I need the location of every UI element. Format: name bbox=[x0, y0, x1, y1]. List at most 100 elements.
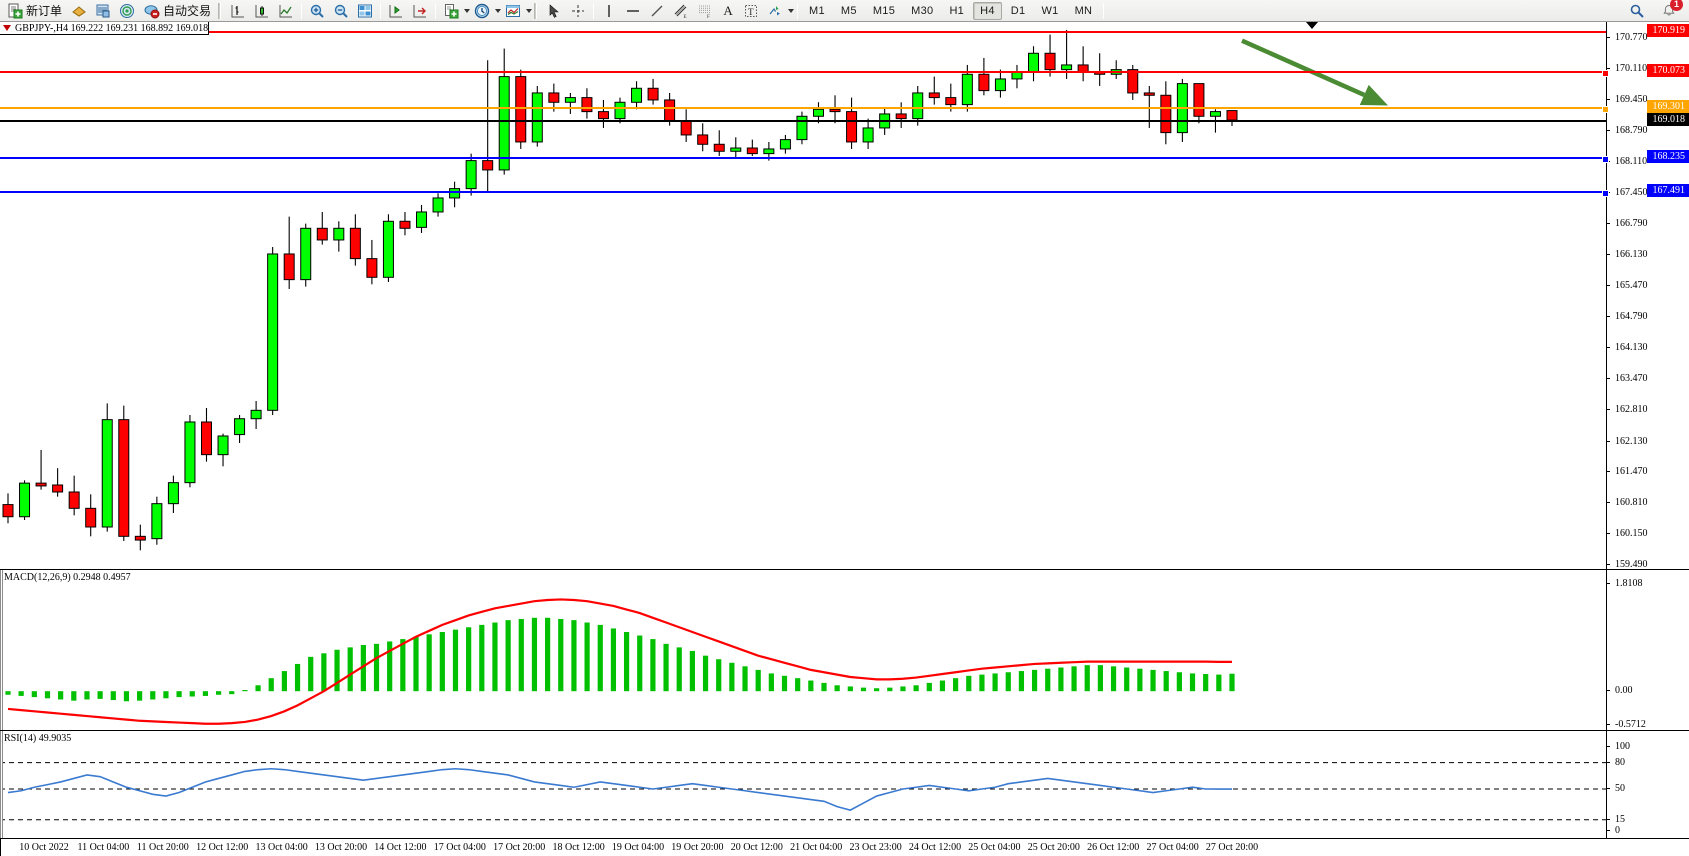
search-button[interactable] bbox=[1626, 1, 1648, 21]
rsi-tick: 80 bbox=[1606, 757, 1689, 768]
new-order-button[interactable]: 新订单 bbox=[3, 1, 66, 21]
zoom-out-button[interactable] bbox=[330, 1, 352, 21]
horizontal-line-tool-button[interactable] bbox=[622, 1, 644, 21]
timeframe-m5[interactable]: M5 bbox=[840, 4, 857, 17]
price-tag-support-lower[interactable]: 167.491 bbox=[1646, 184, 1689, 198]
timeframe-m15[interactable]: M15 bbox=[872, 4, 896, 17]
bar-chart-button[interactable] bbox=[227, 1, 249, 21]
timeframe-h4[interactable]: H4 bbox=[973, 1, 1002, 20]
price-tag-support-upper[interactable]: 168.235 bbox=[1646, 149, 1689, 163]
arrows-tool-button[interactable] bbox=[764, 1, 786, 21]
notifications-button[interactable]: 1 bbox=[1658, 0, 1683, 21]
cursor-arrow-icon bbox=[549, 3, 559, 18]
time-tick: 23 Oct 23:00 bbox=[849, 842, 902, 853]
timeframe-m30[interactable]: M30 bbox=[911, 4, 934, 17]
signals-button[interactable] bbox=[116, 1, 138, 21]
add-indicator-dropdown-caret[interactable] bbox=[464, 8, 471, 13]
macd-label[interactable]: MACD(12,26,9) 0.2948 0.4957 bbox=[4, 572, 135, 583]
hline-resistance-lower[interactable] bbox=[0, 69, 1609, 77]
rsi-label[interactable]: RSI(14) 49.9035 bbox=[4, 733, 76, 744]
trendline-tool-button[interactable] bbox=[646, 1, 668, 21]
svg-text:F: F bbox=[707, 15, 710, 19]
toolbar-grip-1[interactable] bbox=[218, 2, 223, 19]
timeframe-h1[interactable]: H1 bbox=[949, 4, 965, 17]
price-tag-last-price[interactable]: 169.018 bbox=[1646, 113, 1689, 127]
toolbar-separator-5 bbox=[797, 2, 799, 19]
macd-pane-grip[interactable] bbox=[0, 570, 3, 730]
auto-scroll-button[interactable] bbox=[409, 1, 431, 21]
timeframe-mn[interactable]: MN bbox=[1074, 4, 1093, 17]
period-dropdown-caret[interactable] bbox=[495, 8, 502, 13]
price-pane[interactable]: GBPJPY-,H4 169.222 169.231 168.892 169.0… bbox=[0, 22, 1689, 569]
price-tick: 162.130 bbox=[1606, 436, 1689, 447]
price-tag-resistance-upper[interactable]: 170.919 bbox=[1646, 24, 1689, 38]
timeframe-d1[interactable]: D1 bbox=[1010, 4, 1026, 17]
new-order-label: 新订单 bbox=[26, 3, 63, 18]
toolbar-separator-1 bbox=[301, 2, 303, 19]
rsi-plot-area[interactable] bbox=[0, 731, 1689, 838]
timeframe-m1[interactable]: M1 bbox=[809, 4, 825, 17]
auto-trading-button[interactable]: 自动交易 bbox=[140, 1, 215, 21]
hline-handle-resistance-lower[interactable] bbox=[1602, 69, 1609, 77]
candlestick-chart-button[interactable] bbox=[251, 1, 273, 21]
time-tick: 24 Oct 12:00 bbox=[908, 842, 962, 853]
time-tick: 17 Oct 20:00 bbox=[493, 842, 546, 853]
rsi-series bbox=[0, 762, 1606, 821]
data-window-button[interactable] bbox=[92, 1, 114, 21]
hline-pivot-orange[interactable] bbox=[0, 105, 1609, 113]
arrows-dropdown-caret[interactable] bbox=[788, 8, 795, 13]
template-icon bbox=[506, 4, 521, 17]
symbol-header[interactable]: GBPJPY-,H4 169.222 169.231 168.892 169.0… bbox=[0, 22, 210, 35]
templates-button[interactable] bbox=[502, 1, 524, 21]
line-chart-button[interactable] bbox=[275, 1, 297, 21]
rsi-pane[interactable]: RSI(14) 49.9035 100 80 50 15 0 bbox=[0, 730, 1689, 838]
toolbar-separator-2 bbox=[380, 2, 382, 19]
rsi-tick: 0 bbox=[1606, 826, 1689, 836]
collapse-triangle-icon[interactable] bbox=[3, 25, 11, 31]
hline-last-price[interactable] bbox=[0, 120, 1606, 123]
price-tag-pivot-orange[interactable]: 169.301 bbox=[1646, 99, 1689, 113]
macd-tick: -0.5712 bbox=[1606, 720, 1689, 730]
main-toolbar: 新订单 自动交易 bbox=[0, 0, 1689, 22]
price-tick: 160.150 bbox=[1606, 528, 1689, 539]
price-tag-resistance-lower[interactable]: 170.073 bbox=[1646, 63, 1689, 77]
data-grid-button[interactable] bbox=[354, 1, 376, 21]
fibonacci-tool-button[interactable]: F bbox=[694, 1, 716, 21]
time-tick: 14 Oct 12:00 bbox=[374, 842, 427, 853]
down-trend-arrow[interactable] bbox=[0, 22, 1606, 569]
hline-handle-pivot-orange[interactable] bbox=[1602, 105, 1609, 113]
toolbar-grip-2[interactable] bbox=[534, 2, 539, 19]
price-axis[interactable]: 170.770 170.110 169.450 168.790 168.110 167.4… bbox=[1606, 22, 1689, 569]
hline-handle-support-lower[interactable] bbox=[1602, 190, 1609, 198]
chart-root[interactable]: GBPJPY-,H4 169.222 169.231 168.892 169.0… bbox=[0, 22, 1689, 856]
time-tick: 20 Oct 12:00 bbox=[730, 842, 783, 853]
time-axis[interactable]: 10 Oct 2022 11 Oct 04:00 11 Oct 20:00 12 Oc… bbox=[0, 838, 1689, 856]
templates-dropdown-caret[interactable] bbox=[526, 8, 533, 13]
equidistant-channel-tool-button[interactable]: E bbox=[670, 1, 692, 21]
shift-chart-button[interactable] bbox=[385, 1, 407, 21]
signals-icon bbox=[120, 3, 135, 18]
crosshair-tool-button[interactable] bbox=[567, 1, 589, 21]
vertical-line-tool-button[interactable] bbox=[598, 1, 620, 21]
period-separator-button[interactable] bbox=[471, 1, 493, 21]
cursor-tool-button[interactable] bbox=[543, 1, 565, 21]
text-tool-button[interactable]: A bbox=[718, 1, 738, 21]
hline-support-upper[interactable] bbox=[0, 155, 1609, 163]
expert-advisor-button[interactable] bbox=[68, 1, 90, 21]
price-tick: 164.130 bbox=[1606, 343, 1689, 353]
macd-pane[interactable]: MACD(12,26,9) 0.2948 0.4957 1.8108 0.00 -0… bbox=[0, 569, 1689, 730]
zoom-in-icon bbox=[310, 4, 324, 18]
time-tick: 18 Oct 12:00 bbox=[552, 842, 605, 853]
time-tick: 19 Oct 20:00 bbox=[671, 842, 724, 853]
hline-resistance-upper[interactable] bbox=[0, 31, 1606, 34]
add-indicator-button[interactable] bbox=[440, 1, 462, 21]
macd-plot-area[interactable] bbox=[0, 570, 1689, 730]
hline-handle-support-upper[interactable] bbox=[1602, 155, 1609, 163]
time-tick: 27 Oct 04:00 bbox=[1146, 842, 1199, 853]
text-label-tool-button[interactable]: T bbox=[740, 1, 762, 21]
timeframe-w1[interactable]: W1 bbox=[1041, 4, 1059, 17]
hline-support-lower[interactable] bbox=[0, 190, 1609, 198]
price-plot-area[interactable] bbox=[0, 22, 1689, 569]
zoom-in-button[interactable] bbox=[306, 1, 328, 21]
rsi-pane-grip[interactable] bbox=[0, 731, 3, 838]
